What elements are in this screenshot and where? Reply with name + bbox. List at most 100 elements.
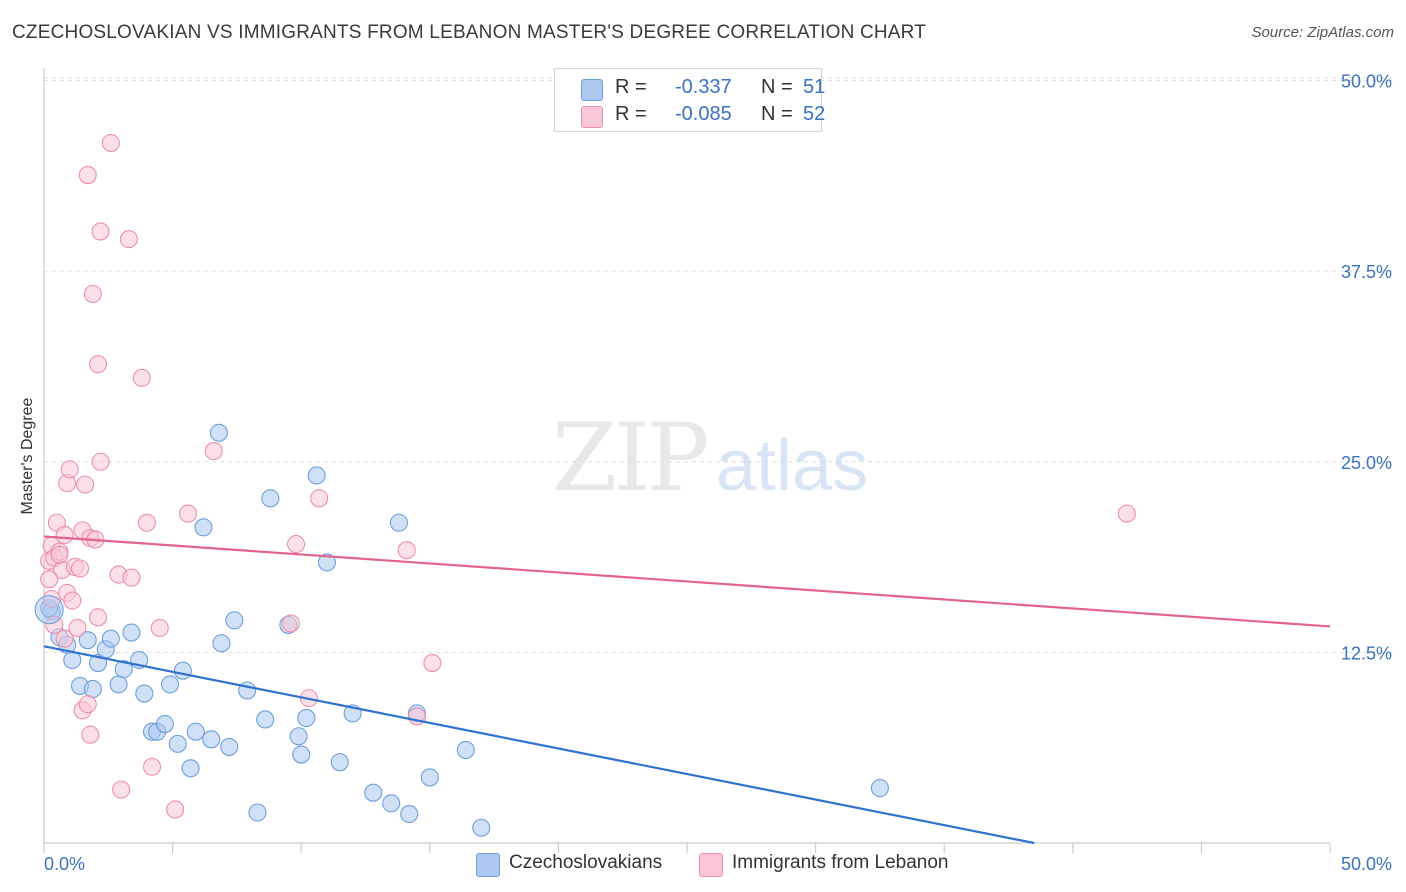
point-lebanon <box>204 442 223 461</box>
bottom-legend-label: Immigrants from Lebanon <box>732 852 949 873</box>
point-czechoslovakians <box>109 675 128 694</box>
point-czechoslovakians <box>330 753 349 772</box>
legend-r-label: R = <box>615 76 647 98</box>
point-czechoslovakians <box>472 818 491 837</box>
point-czechoslovakians <box>101 629 120 648</box>
point-czechoslovakians <box>256 710 275 729</box>
point-lebanon <box>178 504 198 523</box>
point-czechoslovakians <box>202 730 221 749</box>
grid-lines <box>44 77 1394 653</box>
point-czechoslovakians <box>122 623 141 642</box>
trend-line-lebanon <box>43 535 1331 628</box>
point-czechoslovakians <box>389 513 408 532</box>
point-czechoslovakians <box>173 661 192 680</box>
point-lebanon <box>166 800 185 819</box>
point-czechoslovakians <box>168 734 187 753</box>
point-czechoslovakians <box>181 759 200 778</box>
point-czechoslovakians <box>400 804 419 824</box>
bottom-legend-swatch-blue <box>476 853 500 877</box>
point-czechoslovakians <box>297 708 316 728</box>
point-lebanon <box>70 559 90 578</box>
point-czechoslovakians <box>382 794 401 813</box>
point-czechoslovakians <box>870 779 889 798</box>
point-czechoslovakians <box>456 740 475 760</box>
legend-n-value: 51 <box>803 76 826 98</box>
point-lebanon <box>76 475 95 494</box>
point-czechoslovakians <box>34 595 64 625</box>
point-lebanon <box>78 166 97 185</box>
watermark-zip: ZIP <box>552 404 706 513</box>
point-czechoslovakians <box>317 553 336 572</box>
point-lebanon <box>310 489 329 508</box>
legend-n-label: N = <box>761 103 793 125</box>
source-credit: Source: ZipAtlas.com <box>1251 24 1394 41</box>
point-czechoslovakians <box>212 634 231 653</box>
legend-swatch-pink <box>581 106 603 128</box>
point-lebanon <box>287 535 306 554</box>
point-lebanon <box>132 368 151 387</box>
legend-r-label: R = <box>615 103 647 125</box>
point-czechoslovakians <box>160 675 180 694</box>
point-lebanon <box>150 618 169 638</box>
point-lebanon <box>63 591 82 610</box>
legend-r-value: -0.337 <box>675 76 732 98</box>
legend-n-value: 52 <box>803 103 826 125</box>
correlation-legend: R = -0.337 N = 51 R = -0.085 N = 52 <box>554 68 826 132</box>
point-czechoslovakians <box>155 714 174 734</box>
point-czechoslovakians <box>289 727 308 746</box>
watermark-atlas: atlas <box>716 426 868 506</box>
point-lebanon <box>78 695 97 714</box>
y-tick-label: 25.0% <box>1341 453 1392 473</box>
watermark: ZIP atlas <box>552 404 868 513</box>
point-lebanon <box>60 460 79 479</box>
bottom-legend-label: Czechoslovakians <box>509 852 663 873</box>
point-czechoslovakians <box>209 423 228 442</box>
x-tick-label: 50.0% <box>1341 854 1392 874</box>
trend-lines <box>43 535 1331 845</box>
point-czechoslovakians <box>78 631 97 650</box>
point-lebanon <box>88 355 108 374</box>
point-czechoslovakians <box>186 722 205 741</box>
point-lebanon <box>68 618 87 638</box>
point-lebanon <box>397 541 416 560</box>
y-tick-label: 50.0% <box>1341 72 1392 92</box>
y-tick-label: 37.5% <box>1341 262 1392 282</box>
point-lebanon <box>83 284 102 304</box>
point-czechoslovakians <box>364 783 383 802</box>
point-lebanon <box>101 133 120 153</box>
point-lebanon <box>40 570 59 589</box>
point-lebanon <box>1117 504 1136 523</box>
point-czechoslovakians <box>114 660 133 679</box>
data-points <box>34 133 1136 837</box>
point-lebanon <box>142 757 162 776</box>
point-lebanon <box>112 780 131 799</box>
point-lebanon <box>88 608 108 627</box>
point-czechoslovakians <box>248 803 267 822</box>
point-czechoslovakians <box>83 679 102 699</box>
point-czechoslovakians <box>225 611 244 630</box>
point-lebanon <box>91 222 110 241</box>
point-lebanon <box>137 513 156 532</box>
trend-line-czechoslovakians <box>43 645 1035 845</box>
point-czechoslovakians <box>420 768 439 787</box>
point-lebanon <box>423 653 442 673</box>
axes <box>43 68 1331 853</box>
legend-swatch-blue <box>581 79 603 101</box>
point-czechoslovakians <box>135 684 154 703</box>
point-lebanon <box>55 525 74 545</box>
x-tick-label: 0.0% <box>44 854 85 874</box>
point-czechoslovakians <box>194 518 213 537</box>
chart-title: CZECHOSLOVAKIAN VS IMMIGRANTS FROM LEBAN… <box>12 22 927 43</box>
point-czechoslovakians <box>261 489 280 508</box>
point-lebanon <box>281 614 300 633</box>
point-czechoslovakians <box>292 745 311 764</box>
tick-labels: 12.5% 25.0% 37.5% 50.0% 0.0% 50.0% <box>44 72 1392 875</box>
point-lebanon <box>122 568 141 587</box>
point-lebanon <box>119 230 138 249</box>
point-lebanon <box>55 629 74 648</box>
y-tick-label: 12.5% <box>1341 643 1392 663</box>
bottom-legend-swatch-pink <box>699 853 723 877</box>
point-czechoslovakians <box>220 737 239 756</box>
point-lebanon <box>91 452 110 471</box>
